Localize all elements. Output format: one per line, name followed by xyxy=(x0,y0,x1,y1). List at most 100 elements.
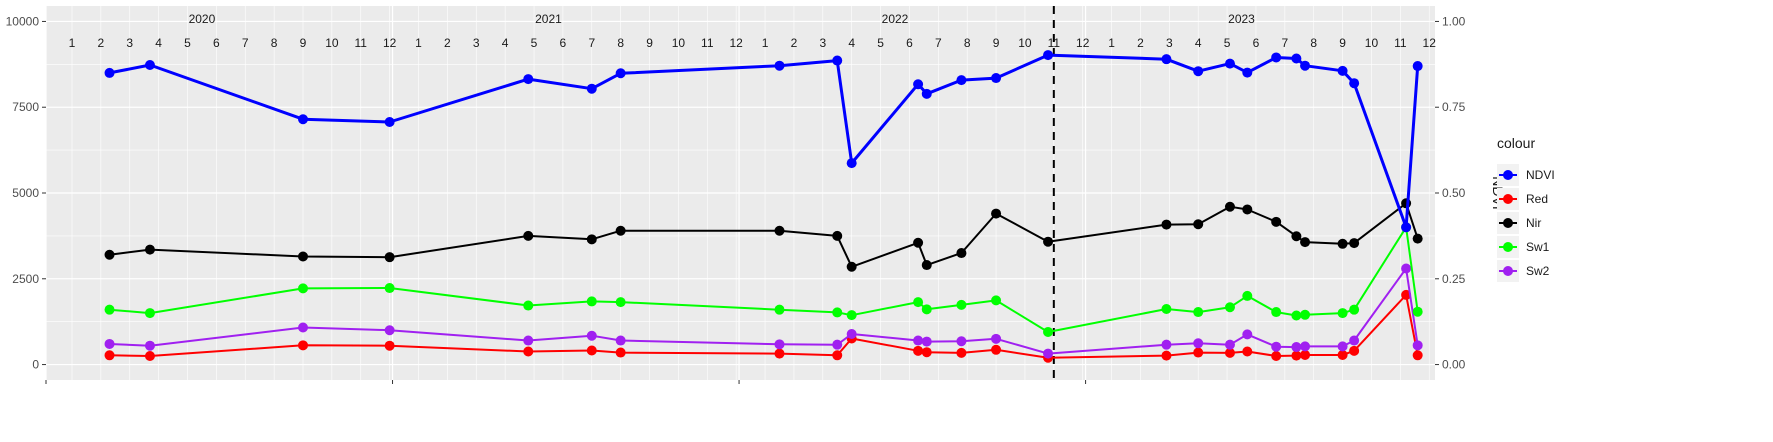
month-label: 3 xyxy=(473,36,480,50)
month-label: 2 xyxy=(1137,36,1144,50)
data-point-ndvi xyxy=(1349,78,1360,89)
data-point-nir xyxy=(1193,219,1204,230)
month-label: 1 xyxy=(762,36,769,50)
year-label: 2023 xyxy=(1228,12,1255,26)
x-axis xyxy=(45,380,1087,384)
data-point-ndvi xyxy=(1043,50,1054,61)
data-point-sw1 xyxy=(1271,307,1282,318)
month-label: 3 xyxy=(819,36,826,50)
data-point-nir xyxy=(1224,201,1235,212)
y-tick-label: 10000 xyxy=(6,14,40,28)
data-point-nir xyxy=(1337,238,1348,249)
month-label: 2 xyxy=(98,36,105,50)
data-point-ndvi xyxy=(615,68,626,79)
data-point-sw2 xyxy=(586,330,597,341)
data-point-red xyxy=(615,347,626,358)
data-point-sw1 xyxy=(1193,307,1204,318)
data-point-nir xyxy=(956,248,967,259)
month-label: 12 xyxy=(729,36,743,50)
data-point-ndvi xyxy=(1193,66,1204,77)
data-point-red xyxy=(1224,347,1235,358)
month-label: 4 xyxy=(1195,36,1202,50)
data-point-sw2 xyxy=(832,339,843,350)
data-point-red xyxy=(1291,350,1302,361)
data-point-sw2 xyxy=(1242,329,1253,340)
legend-key-point xyxy=(1503,242,1513,252)
data-point-sw2 xyxy=(1349,335,1360,346)
month-label: 4 xyxy=(502,36,509,50)
data-point-nir xyxy=(1043,236,1054,247)
month-label: 8 xyxy=(964,36,971,50)
data-point-red xyxy=(956,347,967,358)
data-point-sw1 xyxy=(846,310,857,321)
data-point-sw2 xyxy=(991,333,1002,344)
month-label: 12 xyxy=(1423,36,1437,50)
data-point-sw2 xyxy=(921,336,932,347)
data-point-ndvi xyxy=(1224,58,1235,69)
legend-label: NDVI xyxy=(1526,168,1555,182)
y2-tick-label: 0.75 xyxy=(1442,100,1466,114)
data-point-nir xyxy=(921,260,932,271)
data-point-nir xyxy=(1412,233,1423,244)
data-point-ndvi xyxy=(1242,67,1253,78)
month-label: 5 xyxy=(184,36,191,50)
major-gridlines xyxy=(45,6,1435,380)
data-point-red xyxy=(832,350,843,361)
data-point-red xyxy=(1300,349,1311,360)
data-point-nir xyxy=(298,251,309,262)
data-point-ndvi xyxy=(1337,65,1348,76)
data-point-red xyxy=(921,347,932,358)
data-point-ndvi xyxy=(104,67,115,78)
data-point-nir xyxy=(1291,231,1302,242)
month-label: 6 xyxy=(560,36,567,50)
month-label: 5 xyxy=(531,36,538,50)
month-label: 3 xyxy=(1166,36,1173,50)
month-label: 1 xyxy=(69,36,76,50)
data-point-ndvi xyxy=(1161,54,1172,65)
data-point-red xyxy=(774,348,785,359)
month-label: 10 xyxy=(1365,36,1379,50)
data-point-sw2 xyxy=(774,339,785,350)
data-point-sw1 xyxy=(1412,306,1423,317)
data-point-sw1 xyxy=(913,297,924,308)
data-point-red xyxy=(1412,350,1423,361)
data-point-ndvi xyxy=(774,60,785,71)
data-point-ndvi xyxy=(384,116,395,127)
data-point-sw2 xyxy=(1161,339,1172,350)
data-point-sw2 xyxy=(615,335,626,346)
data-point-red xyxy=(1349,345,1360,356)
data-point-sw2 xyxy=(298,322,309,333)
data-point-sw1 xyxy=(523,300,534,311)
data-point-nir xyxy=(774,225,785,236)
data-point-sw1 xyxy=(774,304,785,315)
data-point-nir xyxy=(104,249,115,260)
month-label: 9 xyxy=(993,36,1000,50)
data-point-sw2 xyxy=(1224,339,1235,350)
month-label: 8 xyxy=(271,36,278,50)
month-labels: 1 2 3 4 5 6 7 8 9 10 11 12 1 2 3 4 5 6 7 8 9 10 11 12 1 2 3 4 5 6 7 8 9 1… xyxy=(69,36,1437,50)
data-point-sw2 xyxy=(384,325,395,336)
data-point-sw1 xyxy=(104,304,115,315)
y-tick-label: 7500 xyxy=(12,100,39,114)
y2-tick-label: 0.25 xyxy=(1442,272,1466,286)
data-point-nir xyxy=(1161,219,1172,230)
data-point-sw1 xyxy=(1224,302,1235,313)
data-point-nir xyxy=(384,252,395,263)
data-point-red xyxy=(384,340,395,351)
series-ndvi xyxy=(104,50,1423,233)
data-point-ndvi xyxy=(298,114,309,125)
data-point-sw2 xyxy=(1043,348,1054,359)
year-label: 2021 xyxy=(535,12,562,26)
legend-item-sw1: Sw1 xyxy=(1497,236,1550,258)
data-point-sw2 xyxy=(913,335,924,346)
data-point-sw1 xyxy=(1043,326,1054,337)
month-label: 8 xyxy=(617,36,624,50)
data-point-ndvi xyxy=(913,79,924,90)
legend-key-point xyxy=(1503,266,1513,276)
data-point-nir xyxy=(1349,238,1360,249)
data-point-nir xyxy=(913,237,924,248)
data-point-nir xyxy=(523,230,534,241)
series-layer xyxy=(104,50,1423,363)
data-point-sw2 xyxy=(1300,341,1311,352)
